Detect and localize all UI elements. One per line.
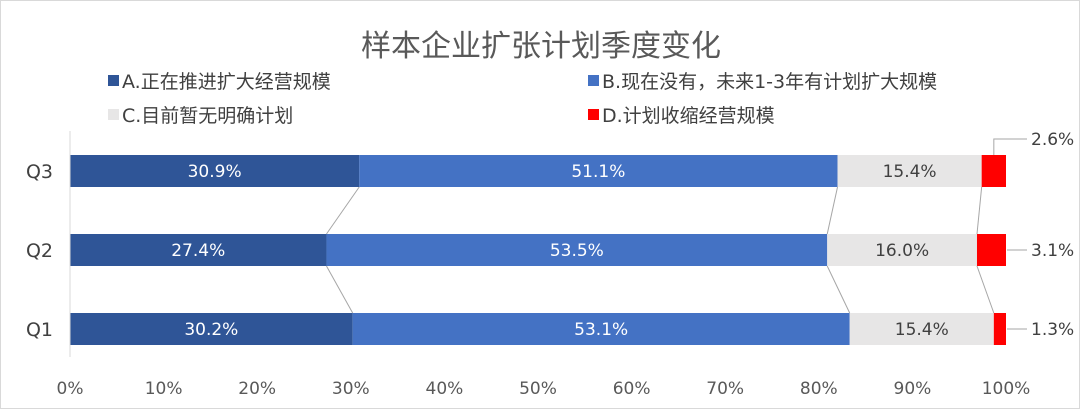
data-label: 27.4% [171,241,225,261]
data-label: 30.2% [184,320,238,340]
x-tick-label: 60% [613,379,651,399]
data-label-callout: 2.6% [1031,130,1074,150]
data-label: 30.9% [188,162,242,182]
chart-title: 样本企业扩张计划季度变化 [361,29,721,64]
bar-q3-4 [981,155,1006,187]
bar-q3-1 [70,155,360,187]
callout-line [993,138,1027,155]
series-line [326,186,360,235]
axes: Q3 Q2 Q1 0% 10% 20% 30% 40% 50% 60% 70% 80% 90% 100% [26,131,1030,399]
series-lines [326,186,995,314]
series-line [976,265,995,314]
bars: 30.9% 51.1% 15.4% 2.6% 27.4% 53.5% 16.0% 3.1% 30… [70,130,1074,345]
bar-q1-4 [993,313,1006,345]
x-tick-label: 20% [238,379,276,399]
x-tick-label: 0% [57,379,84,399]
data-label: 53.5% [550,241,604,261]
bar-q2-3 [827,234,977,266]
legend-swatch-3 [108,109,119,120]
data-label: 53.1% [574,320,628,340]
x-tick-label: 70% [706,379,744,399]
legend-swatch-4 [588,109,599,120]
legend-swatch-2 [588,75,599,86]
bar-q1-3 [849,313,994,345]
bar-q3-3 [837,155,982,187]
data-label: 15.4% [895,320,949,340]
bar-q1-2 [352,313,850,345]
category-label: Q1 [26,319,53,341]
legend-label-1: A.正在推进扩大经营规模 [122,71,331,93]
bar-q1-1 [70,313,353,345]
x-tick-label: 50% [519,379,557,399]
series-line [976,186,983,235]
category-label: Q2 [26,240,53,262]
category-label: Q3 [26,161,53,183]
x-tick-label: 90% [894,379,932,399]
x-tick-label: 10% [145,379,183,399]
legend-swatch-1 [108,75,119,86]
data-label-callout: 1.3% [1031,320,1074,340]
legend-label-2: B.现在没有，未来1-3年有计划扩大规模 [602,71,937,93]
legend-label-4: D.计划收缩经营规模 [602,105,775,127]
bar-q2-1 [70,234,327,266]
legend: A.正在推进扩大经营规模 B.现在没有，未来1-3年有计划扩大规模 C.目前暂无明确… [108,71,937,127]
x-tick-label: 30% [332,379,370,399]
bar-q3-2 [359,155,838,187]
legend-label-3: C.目前暂无明确计划 [122,105,293,127]
x-tick-label: 40% [426,379,464,399]
data-label: 15.4% [883,162,937,182]
bar-q2-4 [976,234,1006,266]
series-line [826,186,839,235]
data-label-callout: 3.1% [1031,241,1074,261]
x-tick-label: 80% [800,379,838,399]
x-tick-label: 100% [982,379,1031,399]
data-label: 16.0% [875,241,929,261]
data-label: 51.1% [571,162,625,182]
bar-q2-2 [326,234,828,266]
series-line [326,265,354,314]
series-line [826,265,851,314]
